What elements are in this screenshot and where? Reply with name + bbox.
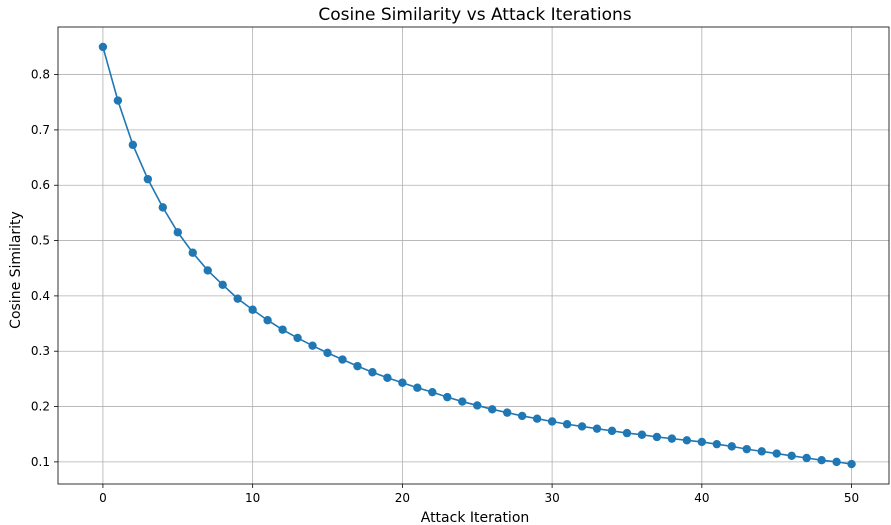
data-point	[143, 174, 153, 184]
data-point	[308, 341, 317, 350]
x-axis-label: Attack Iteration	[421, 510, 530, 525]
data-point	[802, 453, 811, 463]
data-point	[667, 434, 677, 443]
series-layer	[98, 42, 856, 469]
data-point	[697, 437, 707, 447]
data-point	[278, 325, 287, 334]
data-point	[413, 383, 422, 392]
data-point	[817, 456, 826, 465]
y-tick-label: 0.6	[31, 178, 50, 192]
data-point	[637, 430, 647, 439]
data-point	[622, 428, 632, 438]
x-tick-label: 30	[544, 491, 559, 505]
data-point	[128, 140, 138, 150]
x-tick-label: 20	[395, 491, 410, 505]
data-point	[473, 401, 482, 410]
data-point	[607, 426, 617, 436]
y-tick-label: 0.7	[31, 123, 50, 137]
y-tick-label: 0.3	[31, 344, 50, 358]
data-point	[712, 439, 722, 449]
x-tick-label: 10	[245, 491, 260, 505]
data-point	[158, 203, 168, 212]
grid	[58, 27, 889, 484]
data-point	[218, 280, 227, 290]
data-point	[323, 348, 332, 358]
data-point	[772, 449, 781, 458]
data-point	[338, 355, 347, 364]
data-point	[293, 333, 302, 343]
x-tick-label: 40	[694, 491, 709, 505]
data-point	[428, 387, 437, 397]
data-point	[727, 442, 736, 451]
data-point	[383, 373, 392, 382]
data-point	[398, 378, 407, 387]
y-tick-label: 0.4	[31, 289, 50, 303]
data-point	[832, 457, 841, 467]
x-tick-label: 0	[99, 491, 107, 505]
data-point	[188, 248, 197, 257]
data-point	[757, 447, 766, 456]
x-tick-label: 50	[844, 491, 859, 505]
data-point	[203, 266, 212, 275]
data-point	[98, 42, 108, 52]
axes: 0 10 20 30 40 50 0.1 0.2 0.3 0.4 0.5 0.6 0.7 0.8	[31, 26, 890, 505]
y-tick-label: 0.8	[31, 68, 50, 82]
data-point	[547, 417, 557, 426]
data-point	[577, 422, 587, 431]
data-point	[263, 316, 272, 325]
data-point	[488, 405, 497, 414]
data-point	[173, 228, 182, 237]
y-tick-label: 0.2	[31, 400, 50, 414]
data-point	[592, 424, 602, 433]
y-tick-label: 0.1	[31, 455, 50, 469]
data-point	[113, 96, 123, 105]
data-point	[742, 444, 751, 454]
data-point	[353, 361, 362, 371]
chart-title: Cosine Similarity vs Attack Iterations	[318, 5, 631, 25]
data-point	[502, 408, 512, 417]
data-point	[368, 368, 377, 377]
data-point	[652, 432, 662, 442]
data-point	[562, 420, 572, 429]
data-point	[532, 414, 542, 423]
y-axis-label: Cosine Similarity	[8, 211, 24, 329]
data-point	[847, 459, 856, 469]
data-point	[248, 305, 257, 314]
y-tick-label: 0.5	[31, 234, 50, 248]
data-point	[443, 392, 452, 402]
plot-frame	[57, 26, 890, 485]
data-point	[517, 411, 527, 421]
data-point	[233, 294, 242, 303]
data-point	[458, 397, 467, 406]
data-point	[787, 451, 796, 460]
data-point	[682, 436, 692, 445]
